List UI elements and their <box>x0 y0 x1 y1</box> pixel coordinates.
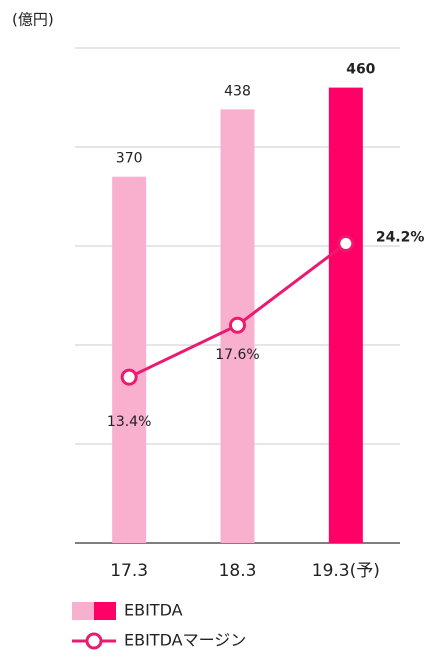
data-label: 24.2% <box>376 230 425 246</box>
legend-label: EBITDA <box>124 601 183 620</box>
marker <box>229 316 246 334</box>
legend-swatch <box>72 602 94 620</box>
x-tick-label: 17.3 <box>110 561 148 581</box>
bar <box>328 87 363 543</box>
legend-label: EBITDAマージン <box>124 631 246 650</box>
marker <box>337 235 355 253</box>
x-tick-label: 19.3(予) <box>312 561 380 581</box>
data-label: 13.4% <box>107 414 151 430</box>
legend-marker <box>85 632 103 650</box>
x-tick-label: 18.3 <box>219 561 257 581</box>
legend-swatch <box>94 602 116 620</box>
bar <box>112 176 147 543</box>
data-label: 370 <box>116 151 143 167</box>
marker <box>120 368 138 386</box>
data-label: 17.6% <box>215 347 259 363</box>
data-label: 460 <box>346 62 375 78</box>
y-axis-label: (億円) <box>12 11 54 29</box>
data-label: 438 <box>224 83 251 99</box>
